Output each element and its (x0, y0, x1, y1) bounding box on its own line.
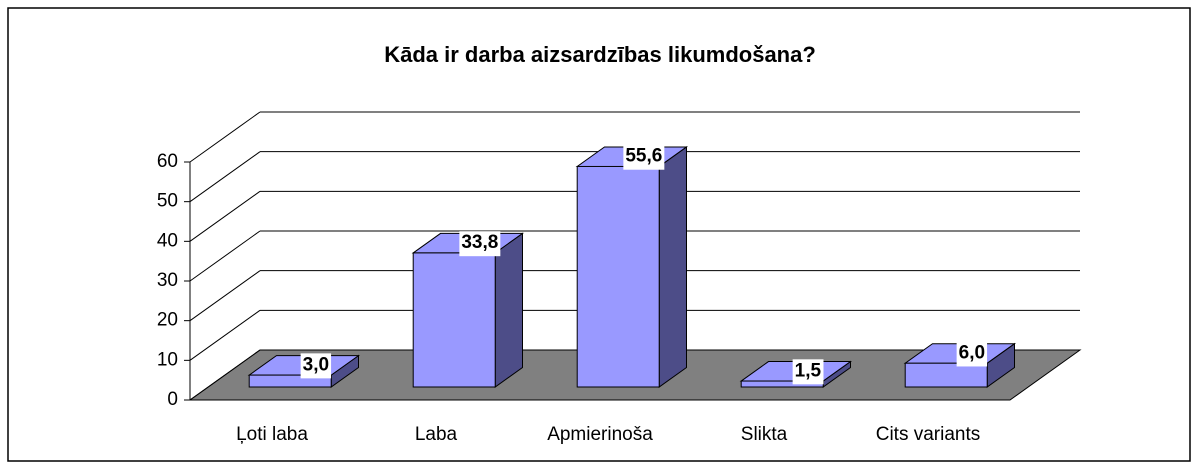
x-tick-label: Ļoti laba (236, 424, 308, 445)
bar (904, 362, 988, 388)
y-tick-label: 60 (157, 151, 178, 172)
value-label-bg (459, 231, 501, 257)
y-tick-label: 40 (157, 230, 178, 251)
grid-line (189, 309, 261, 361)
chart-title: Kāda ir darba aizsardzības likumdošana? (384, 42, 816, 67)
value-label: 6,0 (959, 342, 985, 363)
value-label: 1,5 (795, 360, 822, 381)
grid-line (189, 270, 261, 322)
y-tick-label: 30 (157, 270, 178, 291)
value-label: 3,0 (303, 354, 329, 375)
bar (248, 374, 332, 388)
x-tick-label: Laba (415, 424, 458, 445)
y-tick-label: 0 (167, 389, 178, 410)
value-label-bg (623, 144, 665, 170)
grid-line (189, 349, 261, 401)
x-tick-label: Cits variants (876, 424, 981, 445)
x-tick-label: Apmierinoša (547, 424, 653, 445)
grid-line (189, 151, 261, 203)
value-label: 33,8 (461, 232, 498, 253)
y-tick-label: 10 (157, 349, 178, 370)
value-label-bg (792, 359, 824, 385)
y-tick-label: 20 (157, 310, 178, 331)
value-label-bg (300, 353, 332, 379)
bar-side (494, 232, 523, 388)
y-tick-label: 50 (157, 191, 178, 212)
bar (412, 252, 496, 388)
grid-line (189, 190, 261, 242)
grid-line (189, 111, 261, 163)
value-label: 55,6 (625, 146, 662, 167)
value-label-bg (956, 341, 988, 367)
x-tick-label: Slikta (741, 424, 788, 445)
bar-side (658, 145, 687, 388)
grid-line (189, 230, 261, 282)
bar (576, 165, 660, 388)
